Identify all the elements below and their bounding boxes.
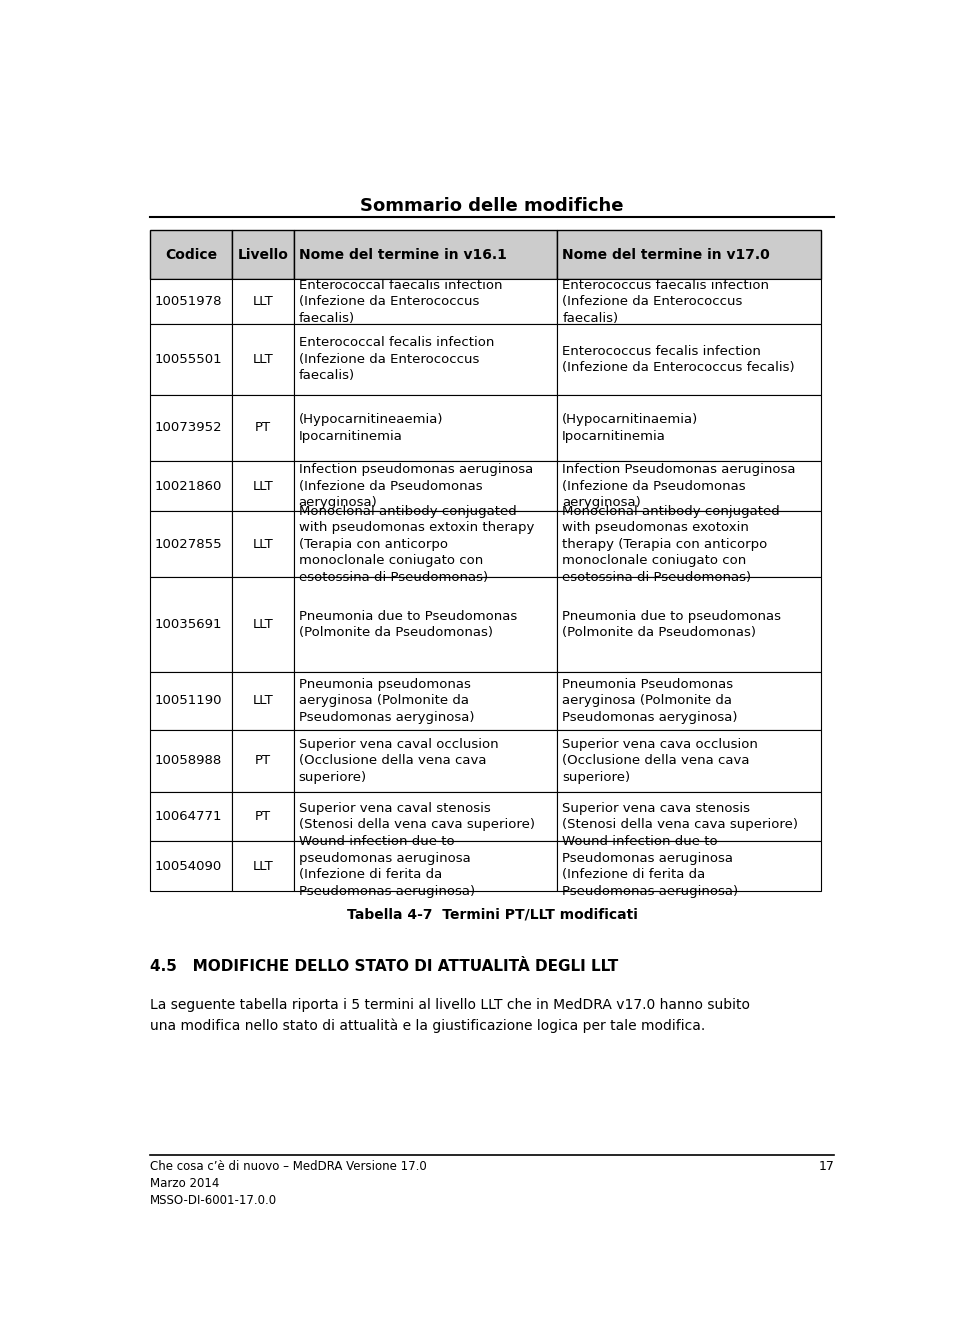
Bar	[150, 730, 232, 792]
Text: 10051190: 10051190	[155, 694, 223, 708]
Text: Infection pseudomonas aeruginosa
(Infezione da Pseudomonas
aerуginosa): Infection pseudomonas aeruginosa (Infezi…	[299, 463, 533, 509]
Text: La seguente tabella riporta i 5 termini al livello LLT che in MedDRA v17.0 hanno: La seguente tabella riporta i 5 termini …	[150, 999, 750, 1032]
Text: Enterococcus faecalis infection
(Infezione da Enterococcus
faecalis): Enterococcus faecalis infection (Infezio…	[563, 279, 769, 324]
Text: 10051978: 10051978	[155, 295, 223, 308]
Bar	[232, 841, 294, 892]
Bar	[557, 730, 821, 792]
Bar	[150, 279, 232, 324]
Text: LLT: LLT	[252, 538, 273, 550]
Text: Enterococcal fecalis infection
(Infezione da Enterococcus
faecalis): Enterococcal fecalis infection (Infezion…	[299, 336, 494, 383]
Text: Wound infection due to
Pseudomonas aeruginosa
(Infezione di ferita da
Pseudomona: Wound infection due to Pseudomonas aerug…	[563, 836, 738, 897]
Bar	[294, 230, 557, 279]
Bar	[557, 792, 821, 841]
Bar	[150, 672, 232, 730]
Text: 10073952: 10073952	[155, 422, 223, 434]
Bar	[557, 395, 821, 461]
Bar	[150, 324, 232, 395]
Text: Pneumonia due to Pseudomonas
(Polmonite da Pseudomonas): Pneumonia due to Pseudomonas (Polmonite …	[299, 610, 516, 639]
Text: Codice: Codice	[165, 248, 217, 262]
Bar	[232, 230, 294, 279]
Text: Nome del termine in v16.1: Nome del termine in v16.1	[299, 248, 507, 262]
Text: Infection Pseudomonas aeruginosa
(Infezione da Pseudomonas
aerуginosa): Infection Pseudomonas aeruginosa (Infezi…	[563, 463, 796, 509]
Text: 17: 17	[818, 1160, 834, 1173]
Bar	[557, 577, 821, 672]
Text: LLT: LLT	[252, 860, 273, 873]
Text: Sommario delle modifiche: Sommario delle modifiche	[360, 198, 624, 215]
Text: LLT: LLT	[252, 352, 273, 366]
Bar	[232, 792, 294, 841]
Text: Superior vena cava occlusion
(Occlusione della vena cava
superiore): Superior vena cava occlusion (Occlusione…	[563, 737, 758, 784]
Text: 10021860: 10021860	[155, 479, 223, 493]
Text: Pneumonia pseudomonas
aerуginosa (Polmonite da
Pseudomonas aerуginosa): Pneumonia pseudomonas aerуginosa (Polmon…	[299, 678, 474, 724]
Text: Enterococcal faecalis infection
(Infezione da Enterococcus
faecalis): Enterococcal faecalis infection (Infezio…	[299, 279, 502, 324]
Text: LLT: LLT	[252, 295, 273, 308]
Text: Livello: Livello	[237, 248, 288, 262]
Text: PT: PT	[254, 810, 271, 822]
Text: LLT: LLT	[252, 694, 273, 708]
Text: 10027855: 10027855	[155, 538, 223, 550]
Bar	[150, 841, 232, 892]
Text: LLT: LLT	[252, 618, 273, 631]
Text: Che cosa c’è di nuovo – MedDRA Versione 17.0
Marzo 2014
MSSO-DI-6001-17.0.0: Che cosa c’è di nuovo – MedDRA Versione …	[150, 1160, 426, 1207]
Bar	[232, 672, 294, 730]
Text: LLT: LLT	[252, 479, 273, 493]
Bar	[232, 324, 294, 395]
Bar	[294, 395, 557, 461]
Text: Wound infection due to
pseudomonas aeruginosa
(Infezione di ferita da
Pseudomona: Wound infection due to pseudomonas aerug…	[299, 836, 475, 897]
Bar	[150, 577, 232, 672]
Bar	[150, 230, 232, 279]
Text: PT: PT	[254, 754, 271, 768]
Bar	[232, 461, 294, 511]
Text: Enterococcus fecalis infection
(Infezione da Enterococcus fecalis): Enterococcus fecalis infection (Infezion…	[563, 344, 795, 374]
Bar	[557, 511, 821, 577]
Text: 10055501: 10055501	[155, 352, 223, 366]
Bar	[232, 511, 294, 577]
Text: Tabella 4-7  Termini PT/LLT modificati: Tabella 4-7 Termini PT/LLT modificati	[347, 908, 637, 922]
Bar	[294, 324, 557, 395]
Text: (Hypocarnitinaemia)
Ipocarnitinemia: (Hypocarnitinaemia) Ipocarnitinemia	[563, 413, 699, 443]
Text: Nome del termine in v17.0: Nome del termine in v17.0	[563, 248, 770, 262]
Bar	[557, 279, 821, 324]
Text: 10035691: 10035691	[155, 618, 223, 631]
Bar	[294, 672, 557, 730]
Bar	[150, 792, 232, 841]
Text: Superior vena caval stenosis
(Stenosi della vena cava superiore): Superior vena caval stenosis (Stenosi de…	[299, 802, 535, 832]
Bar	[232, 279, 294, 324]
Bar	[557, 230, 821, 279]
Bar	[557, 461, 821, 511]
Text: 10054090: 10054090	[155, 860, 222, 873]
Bar	[232, 577, 294, 672]
Text: Pneumonia Pseudomonas
aerуginosa (Polmonite da
Pseudomonas aerуginosa): Pneumonia Pseudomonas aerуginosa (Polmon…	[563, 678, 737, 724]
Text: Monoclonal antibody conjugated
with pseudomonas exotoxin
therapy (Terapia con an: Monoclonal antibody conjugated with pseu…	[563, 505, 780, 583]
Bar	[232, 395, 294, 461]
Text: 10058988: 10058988	[155, 754, 222, 768]
Bar	[294, 279, 557, 324]
Bar	[150, 395, 232, 461]
Bar	[294, 511, 557, 577]
Text: 4.5   MODIFICHE DELLO STATO DI ATTUALITÀ DEGLI LLT: 4.5 MODIFICHE DELLO STATO DI ATTUALITÀ D…	[150, 960, 618, 975]
Bar	[557, 672, 821, 730]
Bar	[294, 792, 557, 841]
Text: 10064771: 10064771	[155, 810, 223, 822]
Bar	[557, 841, 821, 892]
Text: Superior vena cava stenosis
(Stenosi della vena cava superiore): Superior vena cava stenosis (Stenosi del…	[563, 802, 798, 832]
Bar	[150, 461, 232, 511]
Text: Superior vena caval occlusion
(Occlusione della vena cava
superiore): Superior vena caval occlusion (Occlusion…	[299, 737, 498, 784]
Bar	[232, 730, 294, 792]
Text: Monoclonal antibody conjugated
with pseudomonas extoxin therapy
(Terapia con ant: Monoclonal antibody conjugated with pseu…	[299, 505, 534, 583]
Bar	[294, 730, 557, 792]
Bar	[557, 324, 821, 395]
Bar	[150, 511, 232, 577]
Bar	[294, 577, 557, 672]
Text: PT: PT	[254, 422, 271, 434]
Text: (Hypocarnitineaemia)
Ipocarnitinemia: (Hypocarnitineaemia) Ipocarnitinemia	[299, 413, 444, 443]
Bar	[294, 461, 557, 511]
Text: Pneumonia due to pseudomonas
(Polmonite da Pseudomonas): Pneumonia due to pseudomonas (Polmonite …	[563, 610, 781, 639]
Bar	[294, 841, 557, 892]
